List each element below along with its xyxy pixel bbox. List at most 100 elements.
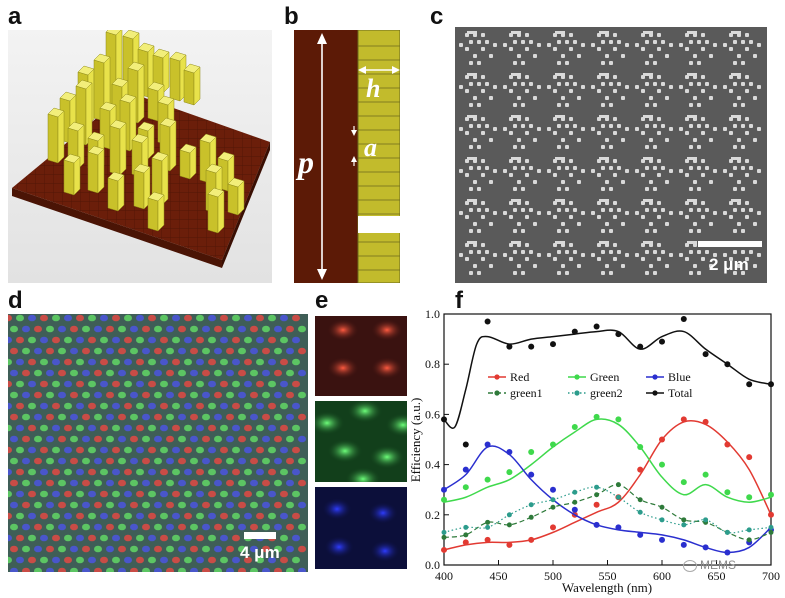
color-spot — [64, 380, 72, 388]
sem-pillar — [689, 166, 693, 170]
sem-pillar — [733, 271, 737, 275]
sem-pillar — [601, 229, 605, 233]
color-spot — [94, 567, 102, 572]
color-spot — [172, 446, 180, 454]
data-point — [506, 469, 513, 476]
sem-bar — [599, 31, 609, 34]
color-spot — [16, 314, 24, 322]
color-spot — [274, 567, 282, 572]
sem-image — [455, 27, 767, 283]
sem-pillar — [749, 166, 753, 170]
sem-pillar — [513, 61, 517, 65]
color-spot — [76, 490, 84, 498]
data-point — [593, 501, 600, 508]
sem-pillar — [657, 33, 661, 37]
color-spot — [214, 545, 222, 553]
color-spot — [34, 347, 42, 355]
color-spot — [136, 314, 144, 322]
efficiency-chart: 400 450 500 550 600 650 7000.00.20.40.60.81.0 … — [408, 307, 780, 595]
color-spot — [40, 446, 48, 454]
color-spot — [136, 556, 144, 564]
data-point — [441, 546, 447, 553]
sem-pillar — [679, 127, 683, 131]
color-spot — [10, 501, 18, 509]
color-spot — [286, 501, 294, 509]
color-spot — [22, 347, 30, 355]
sem-pillar — [733, 208, 737, 212]
color-spot — [154, 325, 162, 333]
color-spot — [262, 501, 270, 509]
sem-pillar — [609, 103, 613, 107]
color-spot — [82, 457, 90, 465]
sem-pillar — [741, 82, 745, 86]
sem-pillar — [621, 222, 625, 226]
sem-pillar — [613, 243, 617, 247]
sem-pillar — [533, 54, 537, 58]
color-spot — [70, 523, 78, 531]
data-point — [637, 509, 643, 515]
sem-pillar — [737, 264, 741, 268]
sem-pillar — [689, 145, 693, 149]
color-spot — [22, 501, 30, 509]
color-spot — [202, 391, 210, 399]
color-spot — [220, 402, 228, 410]
sem-pillar — [573, 208, 577, 212]
sem-pillar — [635, 211, 639, 215]
color-spot — [286, 523, 294, 531]
green-channel — [315, 401, 407, 482]
color-spot — [202, 325, 210, 333]
color-spot — [196, 402, 204, 410]
sem-pillar — [679, 169, 683, 173]
sem-pillar — [653, 82, 657, 86]
sem-pillar — [477, 271, 481, 275]
color-spot — [112, 402, 120, 410]
sem-pillar — [617, 166, 621, 170]
panel-label-a: a — [8, 3, 22, 30]
sem-pillar — [503, 85, 507, 89]
color-spot — [244, 314, 252, 322]
sem-pillar — [645, 124, 649, 128]
color-spot — [172, 556, 180, 564]
color-spot — [148, 490, 156, 498]
sem-pillar — [757, 169, 761, 173]
sem-pillar — [547, 127, 551, 131]
sem-pillar — [689, 40, 693, 44]
legend-label: green1 — [510, 386, 543, 400]
color-spot — [262, 567, 270, 572]
sem-pillar — [565, 229, 569, 233]
data-point — [462, 539, 469, 546]
blue-channel — [315, 487, 407, 569]
sem-pillar — [693, 264, 697, 268]
sem-pillar — [565, 145, 569, 149]
color-spot — [94, 479, 102, 487]
sem-pillar — [509, 215, 513, 219]
sem-pillar — [459, 85, 463, 89]
color-spot — [280, 424, 288, 432]
sem-pillar — [557, 103, 561, 107]
color-spot — [46, 545, 54, 553]
sem-bar — [467, 31, 477, 34]
sem-pillar — [741, 229, 745, 233]
color-spot — [202, 479, 210, 487]
color-spot — [196, 314, 204, 322]
color-spot — [8, 424, 12, 432]
sem-pillar — [701, 33, 705, 37]
color-spot — [22, 413, 30, 421]
sem-pillar — [697, 40, 701, 44]
color-spot — [220, 358, 228, 366]
data-point — [768, 524, 774, 530]
sem-pillar — [503, 43, 507, 47]
color-spot — [202, 457, 210, 465]
color-spot — [232, 490, 240, 498]
sem-pillar — [745, 117, 749, 121]
color-spot — [22, 325, 30, 333]
color-spot — [88, 336, 96, 344]
sem-pillar — [521, 166, 525, 170]
sem-pillar — [557, 124, 561, 128]
color-spot — [166, 545, 174, 553]
sem-pillar — [477, 208, 481, 212]
sem-pillar — [617, 40, 621, 44]
color-spot — [112, 468, 120, 476]
sem-pillar — [469, 124, 473, 128]
sem-pillar — [657, 173, 661, 177]
